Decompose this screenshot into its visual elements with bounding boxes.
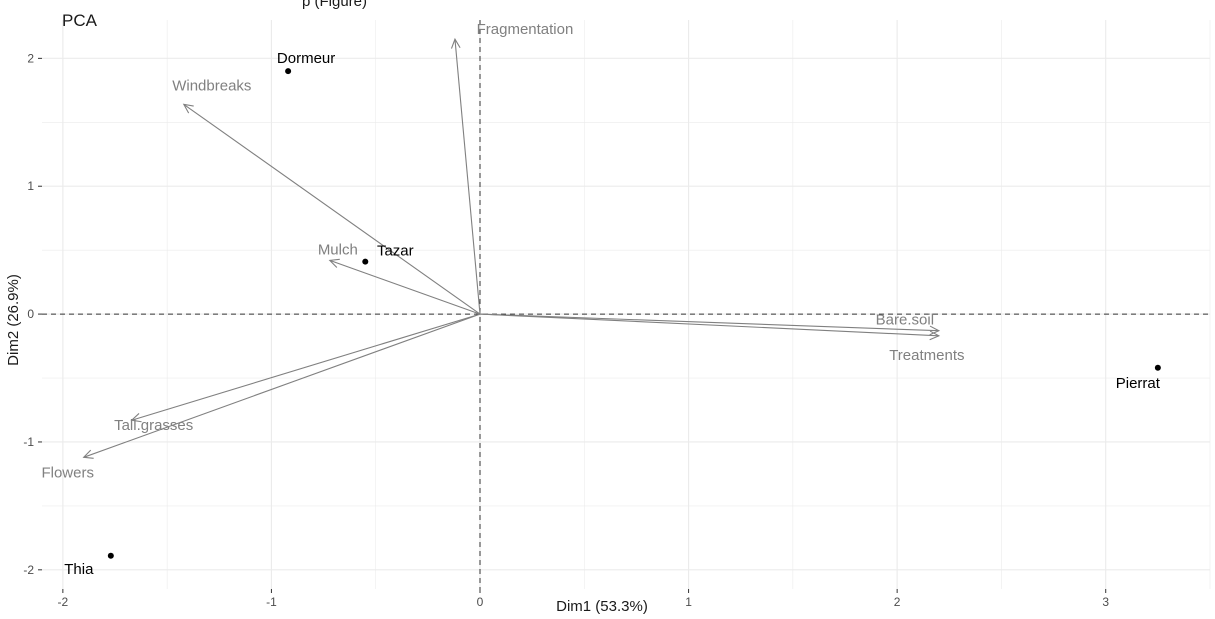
variable-arrow-flowers [83,313,481,458]
point-tazar [362,258,369,265]
point-dormeur [285,68,292,75]
x-tick-label: 3 [1102,595,1109,609]
x-tick-label: 2 [894,595,901,609]
y-axis-title: Dim2 (26.9%) [5,274,22,366]
y-tick-label: -1 [23,435,34,449]
variable-arrow-mulch [329,259,481,315]
variable-label: Treatments [889,347,964,364]
point-thia [107,552,114,559]
x-tick-label: 1 [685,595,692,609]
y-tick-label: 1 [27,179,34,193]
point-label: Thia [64,561,94,578]
y-tick-label: -2 [23,563,34,577]
individual-points: Dormeur Tazar Pierrat Thia [64,50,1161,578]
arrowhead [328,258,340,268]
variable-arrow-fragmentation [454,39,481,315]
variable-label: Fragmentation [477,21,574,38]
top-caption: p (Figure) [302,0,367,10]
chart-title: PCA [62,11,98,30]
arrowhead [82,449,94,459]
arrowhead [450,37,461,49]
point-label: Tazar [377,243,414,260]
variable-label: Tall.grasses [114,417,193,434]
variable-label: Flowers [41,464,94,481]
x-tick-label: -1 [266,595,277,609]
reference-lines [42,20,1210,589]
variable-label: Mulch [318,241,358,258]
x-tick-label: 0 [477,595,484,609]
point-pierrat [1154,364,1161,371]
variable-arrow-bare-soil [479,313,939,332]
variable-label: Bare.soil [876,312,934,329]
variable-label: Windbreaks [172,77,251,94]
y-tick-label: 2 [27,51,34,65]
variable-arrow-treatments [479,313,939,337]
y-tick-label: 0 [27,307,34,321]
point-label: Dormeur [277,50,335,67]
arrowhead [929,330,941,341]
x-axis-title: Dim1 (53.3%) [556,598,648,615]
arrowhead [130,413,142,423]
variable-arrow-tall-grasses [131,313,481,421]
arrowhead [182,103,194,114]
x-tick-label: -2 [58,595,69,609]
variable-arrow-windbreaks [183,103,481,315]
axis-ticks: -2 -1 0 1 2 3 -2 -1 0 1 2 [23,51,1109,609]
grid [42,20,1211,589]
variable-arrows: Fragmentation Windbreaks Mulch Bare.soil Tre… [41,21,964,481]
point-label: Pierrat [1116,375,1161,392]
arrowhead [929,325,941,336]
